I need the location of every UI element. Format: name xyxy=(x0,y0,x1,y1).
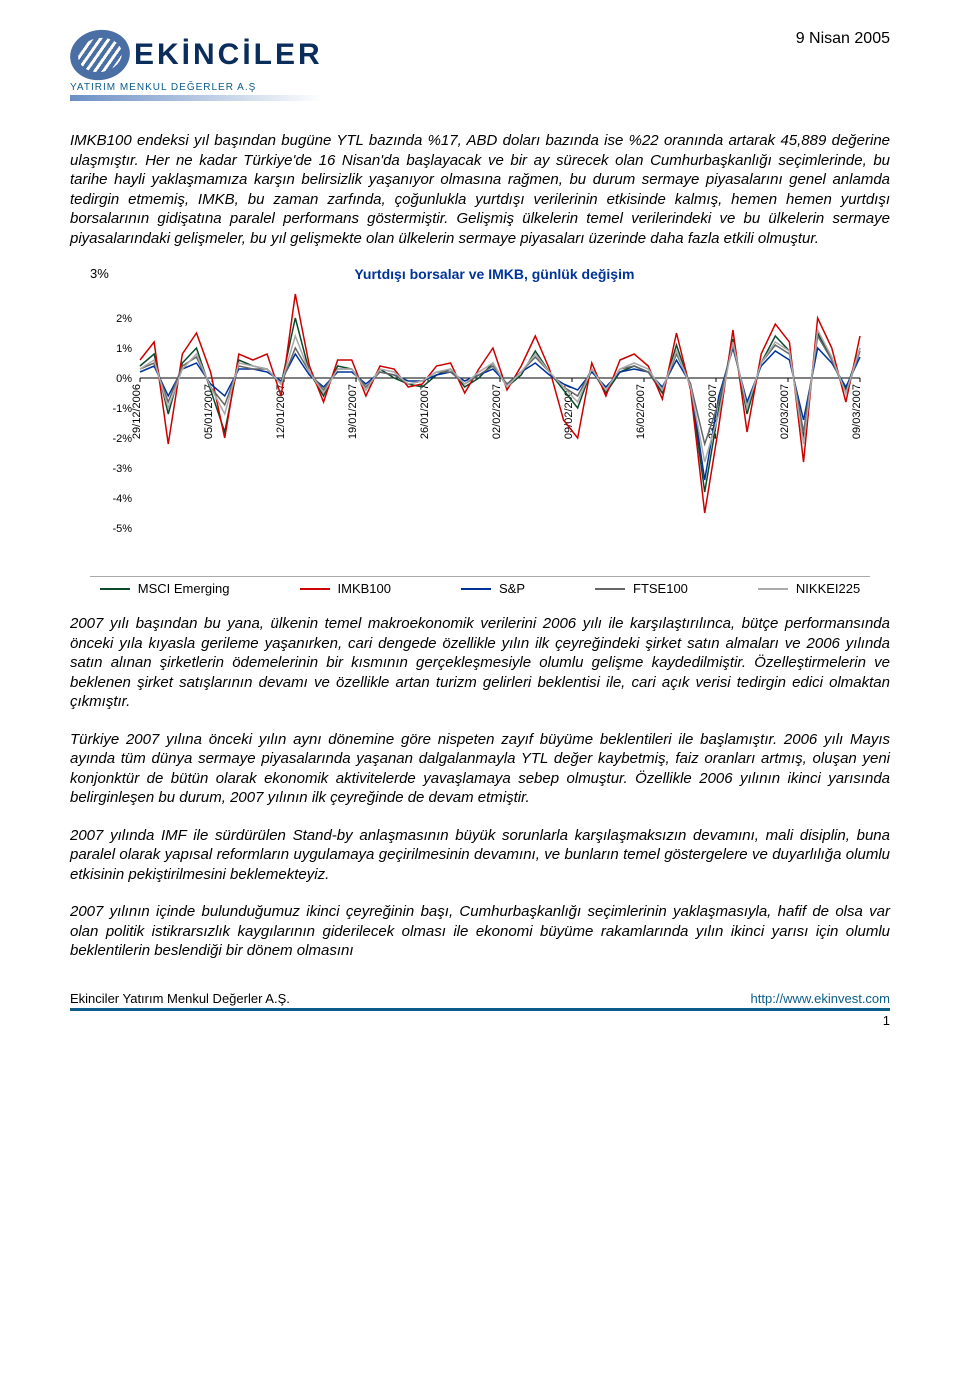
legend-label: FTSE100 xyxy=(633,581,688,596)
svg-text:02/03/2007: 02/03/2007 xyxy=(779,384,791,439)
brand-name-text: EKİNCİLER xyxy=(134,38,323,72)
legend-swatch xyxy=(758,588,788,590)
footer-url: http://www.ekinvest.com xyxy=(751,991,890,1006)
legend-item-nikkei: NIKKEI225 xyxy=(758,581,860,596)
footer-company: Ekinciler Yatırım Menkul Değerler A.Ş. xyxy=(70,991,290,1006)
para-2007-macro: 2007 yılı başından bu yana, ülkenin teme… xyxy=(70,614,890,712)
logo-area: EKİNCİLER YATIRIM MENKUL DEĞERLER A.Ş xyxy=(70,30,323,101)
document-date: 9 Nisan 2005 xyxy=(796,30,890,48)
svg-text:16/02/2007: 16/02/2007 xyxy=(635,384,647,439)
svg-text:26/01/2007: 26/01/2007 xyxy=(419,384,431,439)
svg-text:02/02/2007: 02/02/2007 xyxy=(491,384,503,439)
page-footer: Ekinciler Yatırım Menkul Değerler A.Ş. h… xyxy=(70,991,890,1011)
para-imf-standby: 2007 yılında IMF ile sürdürülen Stand-by… xyxy=(70,826,890,885)
brand-logo-icon xyxy=(66,25,134,85)
legend-label: IMKB100 xyxy=(338,581,391,596)
page-header: EKİNCİLER YATIRIM MENKUL DEĞERLER A.Ş 9 … xyxy=(70,30,890,101)
legend-item-ftse: FTSE100 xyxy=(595,581,688,596)
intro-paragraph: IMKB100 endeksi yıl başından bugüne YTL … xyxy=(70,131,890,248)
legend-item-msci: MSCI Emerging xyxy=(100,581,230,596)
legend-label: S&P xyxy=(499,581,525,596)
legend-swatch xyxy=(100,588,130,590)
svg-text:-2%: -2% xyxy=(112,433,132,445)
para-turkiye-growth: Türkiye 2007 yılına önceki yılın aynı dö… xyxy=(70,730,890,808)
chart-title: Yurtdışı borsalar ve IMKB, günlük değişi… xyxy=(119,266,870,282)
legend-swatch xyxy=(595,588,625,590)
logo-divider xyxy=(70,95,323,101)
svg-text:29/12/2006: 29/12/2006 xyxy=(131,384,143,439)
legend-label: NIKKEI225 xyxy=(796,581,860,596)
legend-label: MSCI Emerging xyxy=(138,581,230,596)
svg-text:19/01/2007: 19/01/2007 xyxy=(347,384,359,439)
svg-text:-1%: -1% xyxy=(112,403,132,415)
legend-item-sp: S&P xyxy=(461,581,525,596)
svg-text:2%: 2% xyxy=(116,313,132,325)
page-number: 1 xyxy=(70,1013,890,1028)
line-chart-svg: 2%1%0%-1%-2%-3%-4%-5%29/12/200605/01/200… xyxy=(90,288,870,568)
svg-text:-5%: -5% xyxy=(112,523,132,535)
svg-text:0%: 0% xyxy=(116,373,132,385)
brand-subtitle: YATIRIM MENKUL DEĞERLER A.Ş xyxy=(70,82,323,93)
legend-swatch xyxy=(300,588,330,590)
svg-text:-3%: -3% xyxy=(112,463,132,475)
svg-text:09/03/2007: 09/03/2007 xyxy=(851,384,863,439)
svg-text:-4%: -4% xyxy=(112,493,132,505)
para-q2-outlook: 2007 yılının içinde bulunduğumuz ikinci … xyxy=(70,902,890,961)
line-chart-container: 3% Yurtdışı borsalar ve IMKB, günlük değ… xyxy=(70,266,890,600)
legend-item-imkb: IMKB100 xyxy=(300,581,391,596)
chart-legend: MSCI Emerging IMKB100 S&P FTSE100 NIKKEI… xyxy=(90,576,870,600)
legend-swatch xyxy=(461,588,491,590)
svg-text:1%: 1% xyxy=(116,343,132,355)
y-tick-top: 3% xyxy=(90,266,109,281)
